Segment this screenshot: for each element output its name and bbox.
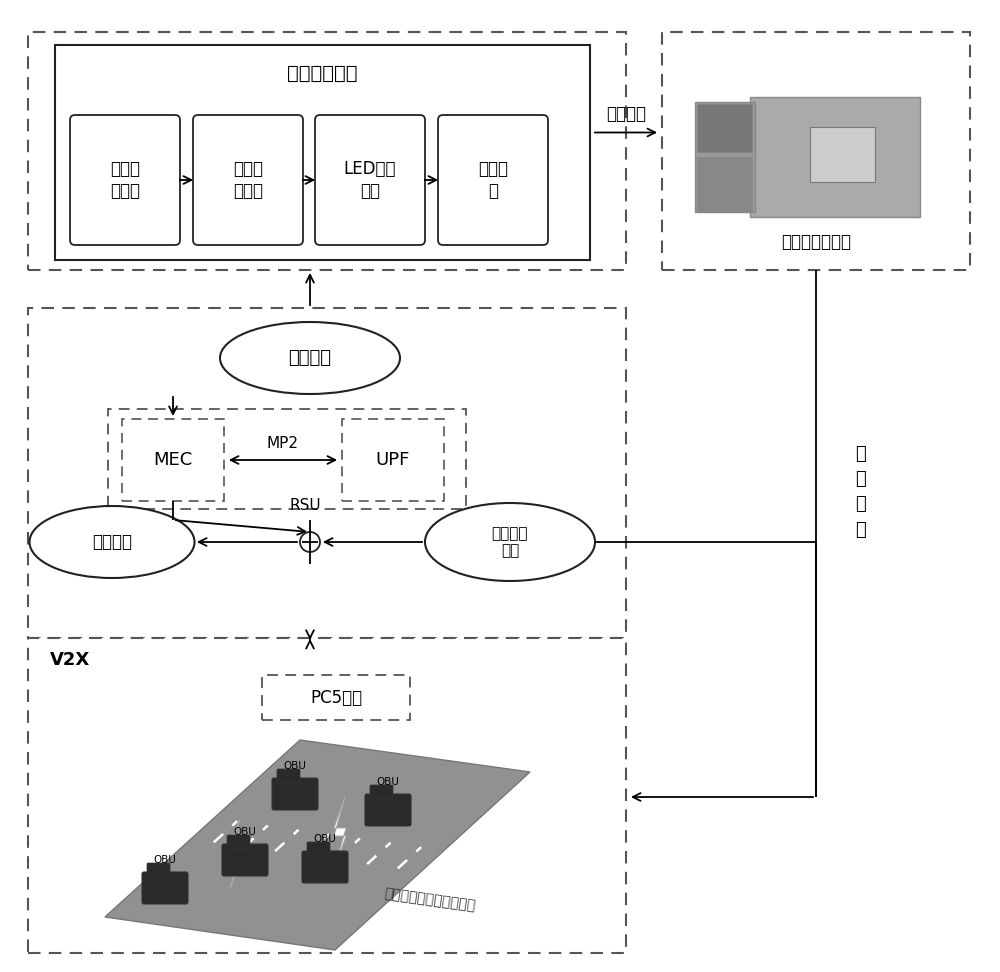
Text: 协
同
行
驶: 协 同 行 驶 bbox=[855, 445, 865, 538]
FancyBboxPatch shape bbox=[370, 785, 393, 799]
FancyBboxPatch shape bbox=[70, 115, 180, 245]
Text: MEC: MEC bbox=[153, 451, 193, 469]
Text: OBU: OBU bbox=[154, 855, 176, 865]
FancyBboxPatch shape bbox=[227, 835, 250, 849]
FancyBboxPatch shape bbox=[695, 102, 755, 212]
FancyBboxPatch shape bbox=[122, 419, 224, 501]
FancyBboxPatch shape bbox=[222, 844, 268, 876]
Polygon shape bbox=[229, 819, 241, 889]
FancyBboxPatch shape bbox=[697, 157, 752, 212]
Text: 信息读
取模块: 信息读 取模块 bbox=[233, 160, 263, 200]
FancyBboxPatch shape bbox=[108, 409, 466, 509]
Text: RSU: RSU bbox=[289, 499, 321, 513]
FancyBboxPatch shape bbox=[142, 872, 188, 904]
Text: 降低时延: 降低时延 bbox=[288, 349, 332, 367]
Text: 信息接
收模块: 信息接 收模块 bbox=[110, 160, 140, 200]
Text: OBU: OBU bbox=[284, 761, 306, 771]
Text: 隧道区域内基本交通布局: 隧道区域内基本交通布局 bbox=[383, 886, 477, 914]
Text: OBU: OBU bbox=[377, 777, 399, 787]
Text: UPF: UPF bbox=[376, 451, 410, 469]
Polygon shape bbox=[105, 740, 530, 950]
FancyBboxPatch shape bbox=[697, 104, 752, 152]
Text: V2X: V2X bbox=[50, 651, 90, 669]
FancyBboxPatch shape bbox=[262, 675, 410, 720]
FancyBboxPatch shape bbox=[28, 638, 626, 953]
FancyBboxPatch shape bbox=[28, 32, 626, 270]
FancyBboxPatch shape bbox=[810, 127, 875, 182]
Polygon shape bbox=[334, 797, 346, 867]
FancyBboxPatch shape bbox=[315, 115, 425, 245]
Text: 车辆感知
共享: 车辆感知 共享 bbox=[492, 526, 528, 558]
Ellipse shape bbox=[425, 503, 595, 581]
Text: OBU: OBU bbox=[234, 827, 256, 837]
Text: 智能交通标志: 智能交通标志 bbox=[287, 63, 358, 83]
Text: 显示模
块: 显示模 块 bbox=[478, 160, 508, 200]
FancyBboxPatch shape bbox=[307, 842, 330, 856]
Ellipse shape bbox=[30, 506, 194, 578]
FancyBboxPatch shape bbox=[193, 115, 303, 245]
FancyBboxPatch shape bbox=[28, 308, 626, 638]
Text: LED驱动
模块: LED驱动 模块 bbox=[344, 160, 396, 200]
FancyBboxPatch shape bbox=[750, 97, 920, 217]
FancyBboxPatch shape bbox=[272, 778, 318, 810]
Circle shape bbox=[300, 532, 320, 552]
FancyBboxPatch shape bbox=[438, 115, 548, 245]
FancyBboxPatch shape bbox=[302, 851, 348, 883]
FancyBboxPatch shape bbox=[662, 32, 970, 270]
Text: PC5接口: PC5接口 bbox=[310, 688, 362, 707]
Text: MP2: MP2 bbox=[267, 436, 299, 452]
Text: 隧道区域外车辆: 隧道区域外车辆 bbox=[781, 233, 851, 251]
FancyBboxPatch shape bbox=[277, 769, 300, 783]
Ellipse shape bbox=[220, 322, 400, 394]
FancyBboxPatch shape bbox=[147, 863, 170, 877]
FancyBboxPatch shape bbox=[55, 45, 590, 260]
FancyBboxPatch shape bbox=[342, 419, 444, 501]
Text: 动态诱导: 动态诱导 bbox=[606, 106, 646, 123]
FancyBboxPatch shape bbox=[365, 794, 411, 826]
Text: 信息转发: 信息转发 bbox=[92, 533, 132, 551]
Text: OBU: OBU bbox=[314, 834, 336, 844]
